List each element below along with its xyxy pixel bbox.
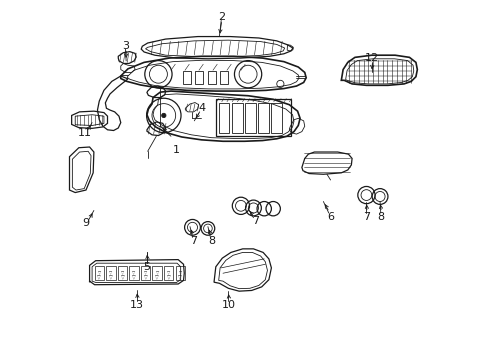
Text: 11: 11 bbox=[78, 128, 92, 138]
Bar bbox=[141, 266, 150, 280]
Text: ▽: ▽ bbox=[132, 271, 135, 275]
Bar bbox=[258, 103, 268, 134]
Bar bbox=[271, 103, 282, 134]
Text: 6: 6 bbox=[326, 212, 333, 221]
Bar bbox=[164, 266, 173, 280]
Text: 3: 3 bbox=[122, 41, 129, 50]
Bar bbox=[220, 71, 228, 84]
Text: ▽: ▽ bbox=[97, 275, 101, 280]
Text: 4: 4 bbox=[198, 103, 205, 113]
Text: ▽: ▽ bbox=[144, 271, 147, 275]
Bar bbox=[94, 266, 104, 280]
Text: 8: 8 bbox=[376, 212, 384, 221]
Text: ▽: ▽ bbox=[143, 275, 147, 280]
Text: 7: 7 bbox=[190, 236, 197, 246]
Bar bbox=[183, 71, 190, 84]
Text: ▽: ▽ bbox=[166, 275, 170, 280]
Text: ▽: ▽ bbox=[132, 275, 136, 280]
Text: 7: 7 bbox=[251, 216, 258, 226]
Bar bbox=[152, 266, 162, 280]
Text: 1: 1 bbox=[173, 144, 180, 154]
Bar bbox=[231, 103, 242, 134]
Text: 9: 9 bbox=[82, 218, 89, 228]
Bar bbox=[118, 266, 127, 280]
Bar bbox=[129, 266, 139, 280]
Text: 8: 8 bbox=[207, 236, 215, 246]
Bar bbox=[106, 266, 115, 280]
Text: 2: 2 bbox=[217, 12, 224, 22]
Bar bbox=[207, 71, 215, 84]
Text: ▽: ▽ bbox=[155, 271, 159, 275]
Text: ▽: ▽ bbox=[178, 275, 182, 280]
Bar bbox=[244, 103, 255, 134]
Text: 12: 12 bbox=[364, 53, 378, 63]
Text: ▽: ▽ bbox=[179, 271, 182, 275]
Text: ▽: ▽ bbox=[155, 275, 159, 280]
Bar bbox=[215, 99, 290, 136]
Text: ▽: ▽ bbox=[121, 271, 124, 275]
Text: ▽: ▽ bbox=[109, 271, 112, 275]
Text: 13: 13 bbox=[130, 300, 143, 310]
Circle shape bbox=[162, 113, 165, 118]
Bar bbox=[195, 71, 203, 84]
Text: 5: 5 bbox=[143, 262, 150, 272]
Bar bbox=[175, 266, 184, 280]
Text: ▽: ▽ bbox=[109, 275, 113, 280]
Text: ▽: ▽ bbox=[121, 275, 124, 280]
Text: ▽: ▽ bbox=[167, 271, 170, 275]
Bar bbox=[218, 103, 229, 134]
Text: 7: 7 bbox=[362, 212, 369, 221]
Text: ▽: ▽ bbox=[98, 271, 101, 275]
Text: 10: 10 bbox=[221, 300, 235, 310]
